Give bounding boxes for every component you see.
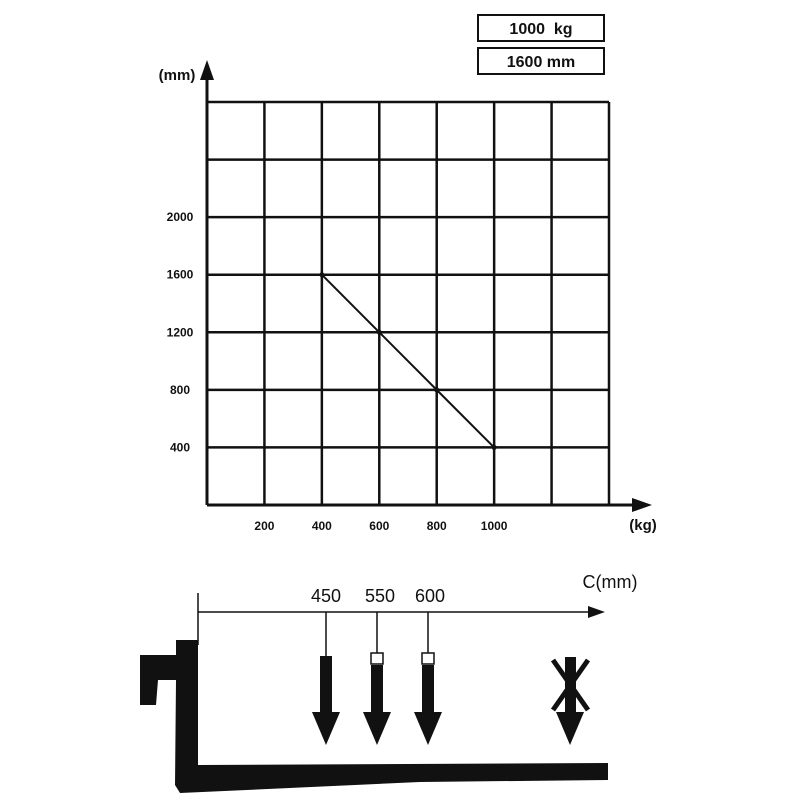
x-axis-arrow-icon (632, 498, 652, 512)
capacity-label: 1000 kg (509, 21, 572, 38)
c-axis-arrow-icon (588, 606, 605, 618)
c-axis-label: C(mm) (583, 572, 638, 592)
grid (205, 70, 640, 507)
series-line (321, 274, 495, 449)
x-tick-label: 600 (369, 519, 389, 533)
x-tick-label: 200 (254, 519, 274, 533)
position-label-450: 450 (311, 586, 341, 606)
x-tick-label: 400 (312, 519, 332, 533)
height-label: 1600 mm (507, 54, 576, 71)
x-axis-label: (kg) (629, 517, 657, 534)
x-tick-label: 800 (427, 519, 447, 533)
y-tick-label: 1200 (167, 325, 194, 339)
tick-labels: 200 400 600 800 1000 400 800 1200 1600 2000 (167, 210, 508, 533)
data-point (376, 329, 382, 335)
position-label-600: 600 (415, 586, 445, 606)
y-tick-label: 800 (170, 383, 190, 397)
capacity-box (477, 14, 605, 42)
y-tick-label: 2000 (167, 210, 194, 224)
x-tick-label: 1000 (481, 519, 508, 533)
y-tick-label: 1600 (167, 268, 194, 282)
position-label-550: 550 (365, 586, 395, 606)
series (319, 272, 497, 450)
load-arrow-450-icon (320, 656, 332, 712)
data-point (434, 387, 440, 393)
height-box (477, 47, 605, 75)
y-axis-label: (mm) (159, 67, 196, 84)
load-arrow-600-icon (422, 665, 434, 712)
fork-icon (140, 640, 608, 793)
data-point (491, 444, 497, 450)
load-arrow-550-icon (371, 665, 383, 712)
y-tick-label: 400 (170, 440, 190, 454)
load-center-diagram: C(mm) 450 550 600 (140, 572, 637, 793)
y-axis-arrow-icon (200, 60, 214, 80)
forbidden-load-icon (550, 657, 591, 745)
data-point (319, 272, 325, 278)
